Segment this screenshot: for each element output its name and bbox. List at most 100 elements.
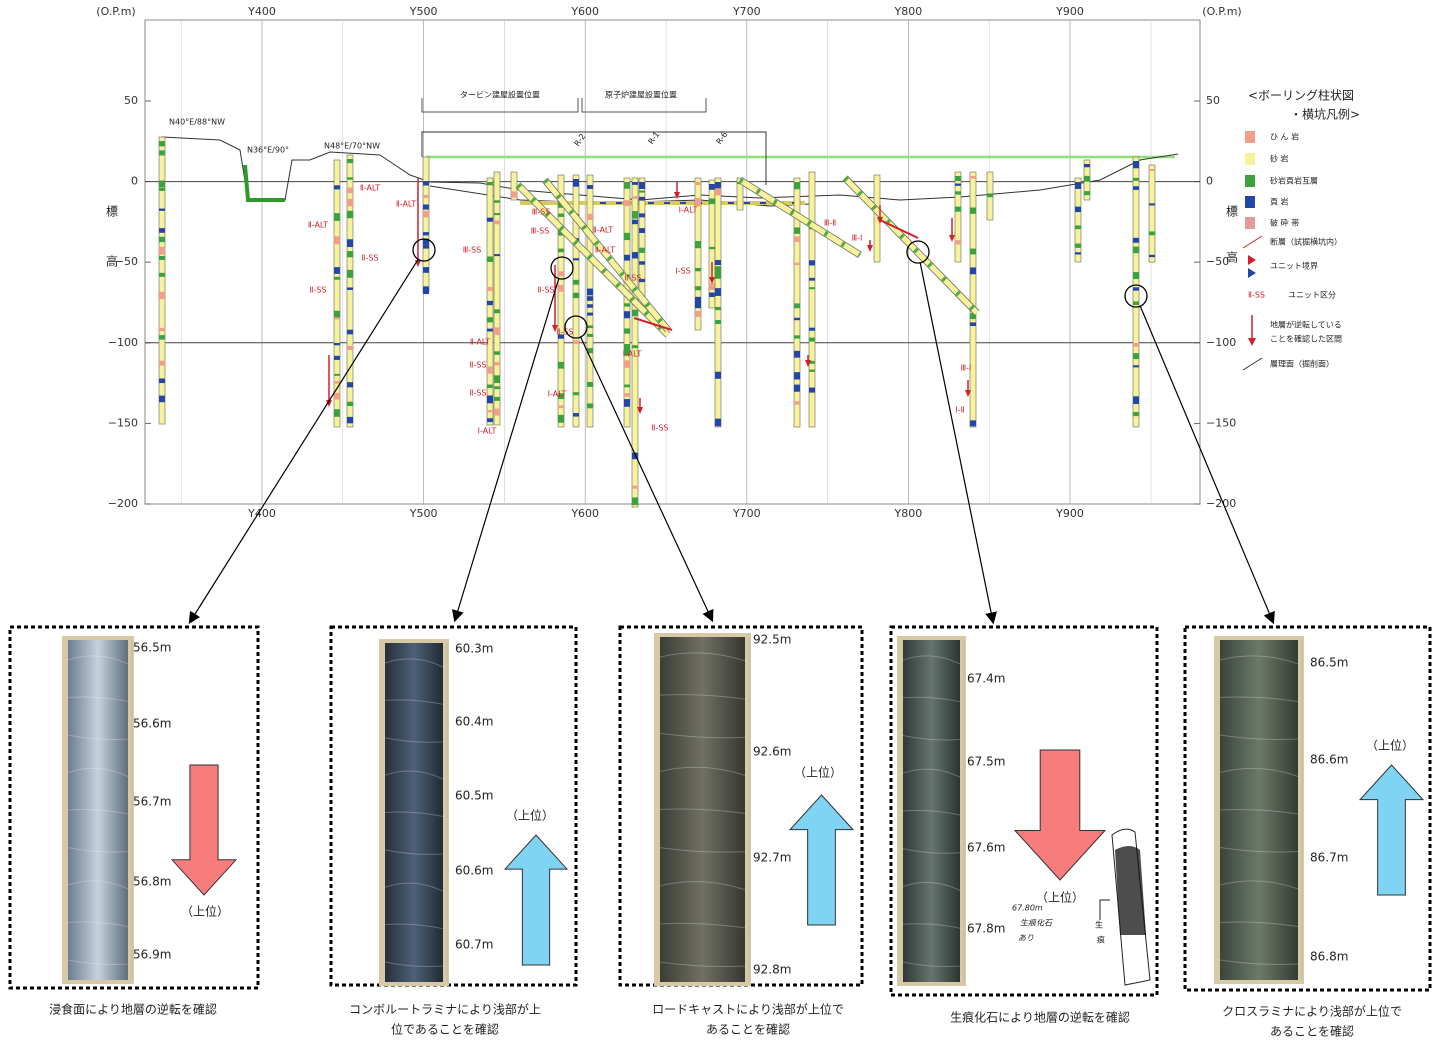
x-tick-label-bottom: Y700: [732, 507, 761, 520]
connector: [920, 263, 993, 622]
borehole-layer: [639, 197, 645, 201]
borehole-layer: [1133, 287, 1139, 290]
borehole-layer: [334, 409, 340, 417]
borehole-layer: [715, 419, 721, 427]
borehole-layer: [639, 182, 645, 189]
borehole-layer: [334, 343, 340, 345]
legend-unit-blue: [1248, 268, 1256, 278]
borehole-layer: [1075, 244, 1081, 248]
borehole-layer: [347, 382, 353, 387]
panel-caption: 生痕化石により地層の逆転を確認: [950, 1010, 1130, 1025]
borehole-layer: [794, 335, 800, 338]
borehole-layer: [347, 159, 353, 163]
unit-label: Ⅱ-SS: [362, 254, 379, 263]
borehole-layer: [794, 236, 800, 241]
borehole-layer: [1133, 178, 1139, 181]
borehole-layer: [487, 329, 493, 332]
unit-label: Ⅰ-Ⅱ: [955, 406, 964, 415]
unit-label: Ⅱ-ALT: [595, 246, 615, 255]
x-tick-label-bottom: Y900: [1055, 507, 1084, 520]
borehole-layer: [709, 283, 715, 290]
borehole-layer: [494, 200, 500, 203]
legend-fault: [1243, 236, 1262, 248]
y-tick-label-left: −150: [108, 416, 138, 429]
borehole-layer: [334, 267, 340, 274]
borehole-layer: [624, 255, 630, 261]
borehole-layer: [494, 220, 500, 224]
legend-item: ユニット境界: [1270, 261, 1318, 271]
borehole-layer: [334, 381, 340, 384]
borehole-layer: [695, 182, 701, 185]
legend-unit-example: Ⅱ-SS: [1248, 291, 1265, 300]
borehole-layer: [624, 182, 630, 189]
unit-label: Ⅰ-ALT: [478, 427, 497, 436]
borehole-layer: [423, 211, 429, 217]
borehole-layer: [487, 256, 493, 262]
borehole-layer: [1084, 191, 1090, 195]
borehole-layer: [558, 362, 564, 369]
legend-title: <ボーリング柱状図: [1248, 88, 1354, 103]
borehole-layer: [347, 177, 353, 179]
borehole-layer: [558, 415, 564, 423]
borehole-layer: [624, 360, 630, 367]
borehole-layer: [794, 372, 800, 379]
borehole-layer: [1075, 252, 1081, 254]
borehole-layer: [632, 252, 638, 258]
borehole-layer: [639, 261, 645, 264]
borehole-layer: [970, 207, 976, 213]
borehole-layer: [955, 191, 961, 194]
trace-fossil-sketch: [1115, 846, 1146, 935]
depth-label: 86.6m: [1310, 753, 1348, 767]
borehole-layer: [1133, 353, 1139, 359]
panel-caption: 位であることを確認: [391, 1022, 499, 1037]
borehole-layer: [159, 209, 165, 211]
borehole-layer: [494, 213, 500, 215]
legend-item: 地層が逆転している: [1270, 320, 1342, 330]
building-label: 原子炉建屋設置位置: [605, 90, 677, 100]
borehole-layer: [159, 378, 165, 383]
borehole-layer: [1149, 231, 1155, 235]
y-tick-label-left: 0: [131, 175, 138, 188]
borehole-layer: [955, 207, 961, 212]
depth-label: 60.6m: [455, 864, 493, 878]
borehole-layer: [587, 313, 593, 316]
borehole: [1133, 157, 1139, 427]
borehole-layer: [624, 393, 630, 397]
borehole-layer: [159, 273, 165, 277]
unit-label: Ⅱ-SS: [652, 424, 669, 433]
depth-label: 92.6m: [753, 745, 791, 759]
borehole-layer: [709, 198, 715, 204]
adit: [245, 165, 285, 200]
borehole-layer: [558, 406, 564, 409]
unit-label: Ⅲ-SS: [532, 208, 551, 217]
x-tick-label-bottom: Y600: [570, 507, 599, 520]
unit-label: Ⅲ-SS: [531, 227, 550, 236]
borehole-layer: [1149, 203, 1155, 205]
borehole-layer: [632, 310, 638, 317]
unit-label: Ⅱ-SS: [538, 286, 555, 295]
borehole-layer: [159, 237, 165, 242]
handwritten-note: 67.80m: [1012, 904, 1043, 913]
borehole-layer: [1084, 164, 1090, 167]
borehole-layer: [347, 270, 353, 278]
unit-label: Ⅱ-SS: [470, 361, 487, 370]
legend-bedding: [1243, 358, 1262, 370]
depth-label: 67.6m: [967, 841, 1005, 855]
unit-label: Ⅱ-ALT: [396, 200, 416, 209]
legend-item: ユニット区分: [1288, 291, 1336, 300]
unit-label: Ⅱ-ALT: [593, 226, 613, 235]
x-tick-label-top: Y900: [1055, 5, 1084, 18]
legend-swatch: [1245, 153, 1255, 165]
unit-label: Ⅱ-ALT: [308, 221, 328, 230]
building-outline: [422, 98, 578, 112]
unit-label: Ⅱ-ALT: [360, 184, 380, 193]
direction-arrow: [1015, 750, 1105, 880]
connector: [1140, 306, 1273, 622]
borehole-layer: [159, 188, 165, 191]
borehole-layer: [487, 317, 493, 322]
unit-label: Ⅲ-SS: [463, 246, 482, 255]
borehole-layer: [1133, 396, 1139, 404]
borehole-layer: [334, 277, 340, 280]
borehole-layer: [587, 296, 593, 301]
